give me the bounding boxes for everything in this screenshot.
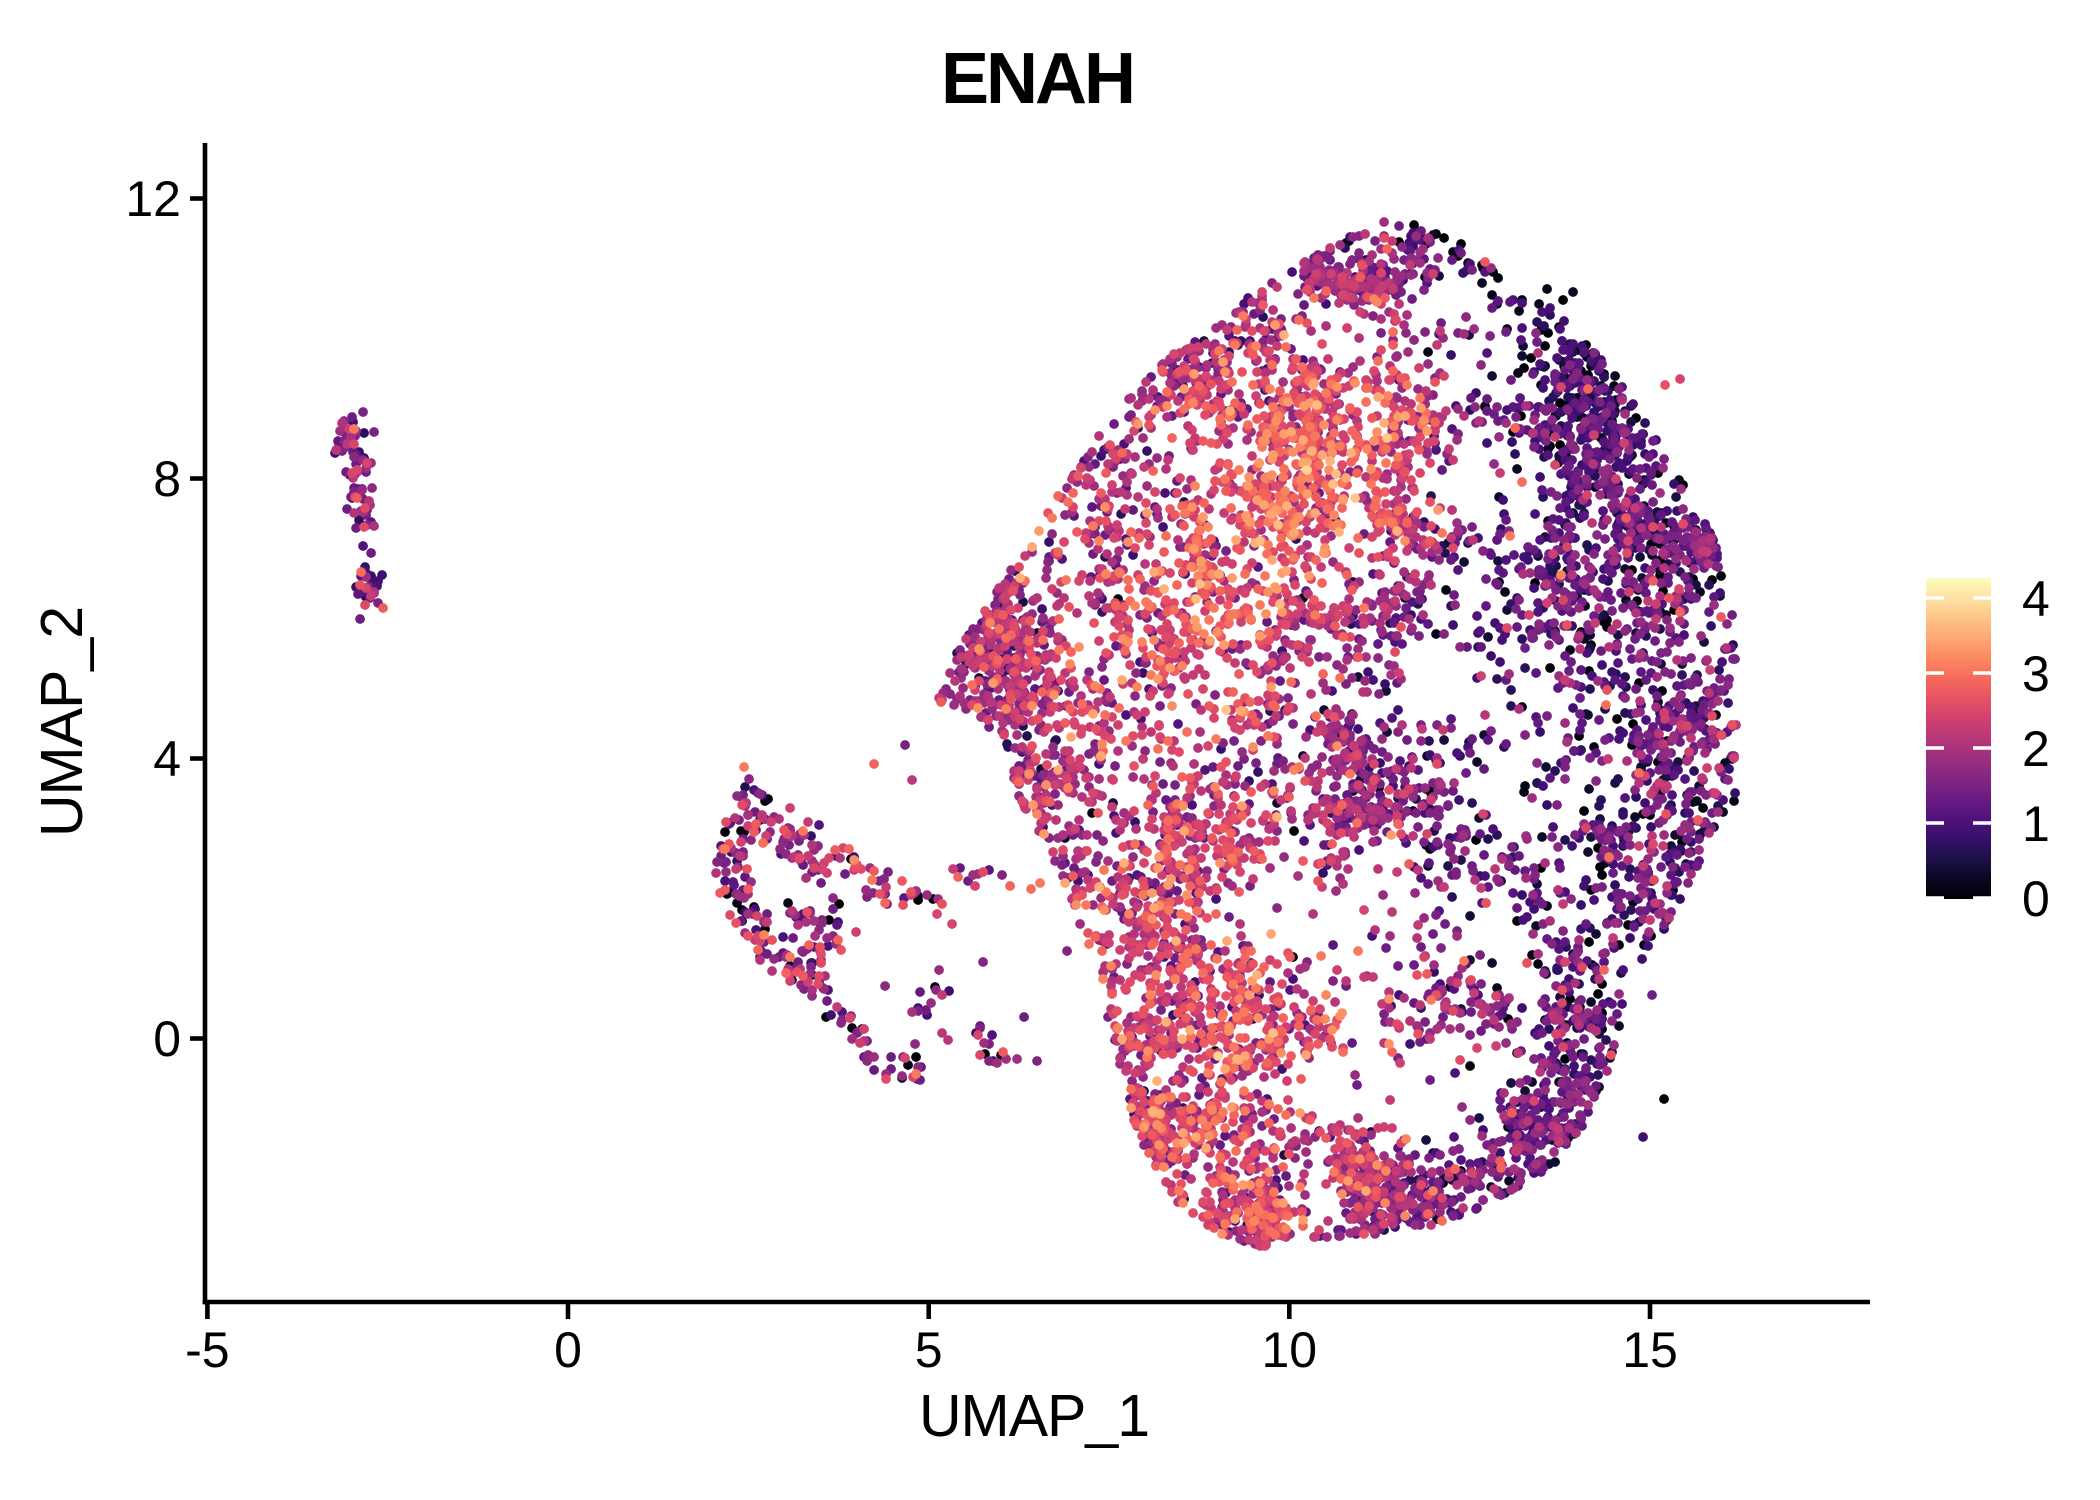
svg-text:0: 0 (2022, 871, 2050, 927)
svg-text:-5: -5 (185, 1322, 229, 1378)
svg-text:4: 4 (2022, 571, 2050, 627)
svg-text:15: 15 (1622, 1322, 1678, 1378)
svg-text:UMAP_1: UMAP_1 (919, 1383, 1149, 1449)
svg-text:8: 8 (153, 451, 181, 507)
svg-text:2: 2 (2022, 721, 2050, 777)
svg-text:0: 0 (554, 1322, 582, 1378)
svg-text:UMAP_2: UMAP_2 (29, 607, 95, 837)
svg-text:4: 4 (153, 731, 181, 787)
svg-text:0: 0 (153, 1011, 181, 1067)
svg-text:1: 1 (2022, 796, 2050, 852)
svg-text:12: 12 (125, 171, 181, 227)
svg-text:10: 10 (1261, 1322, 1317, 1378)
svg-text:3: 3 (2022, 646, 2050, 702)
svg-text:5: 5 (915, 1322, 943, 1378)
svg-text:ENAH: ENAH (941, 39, 1133, 119)
